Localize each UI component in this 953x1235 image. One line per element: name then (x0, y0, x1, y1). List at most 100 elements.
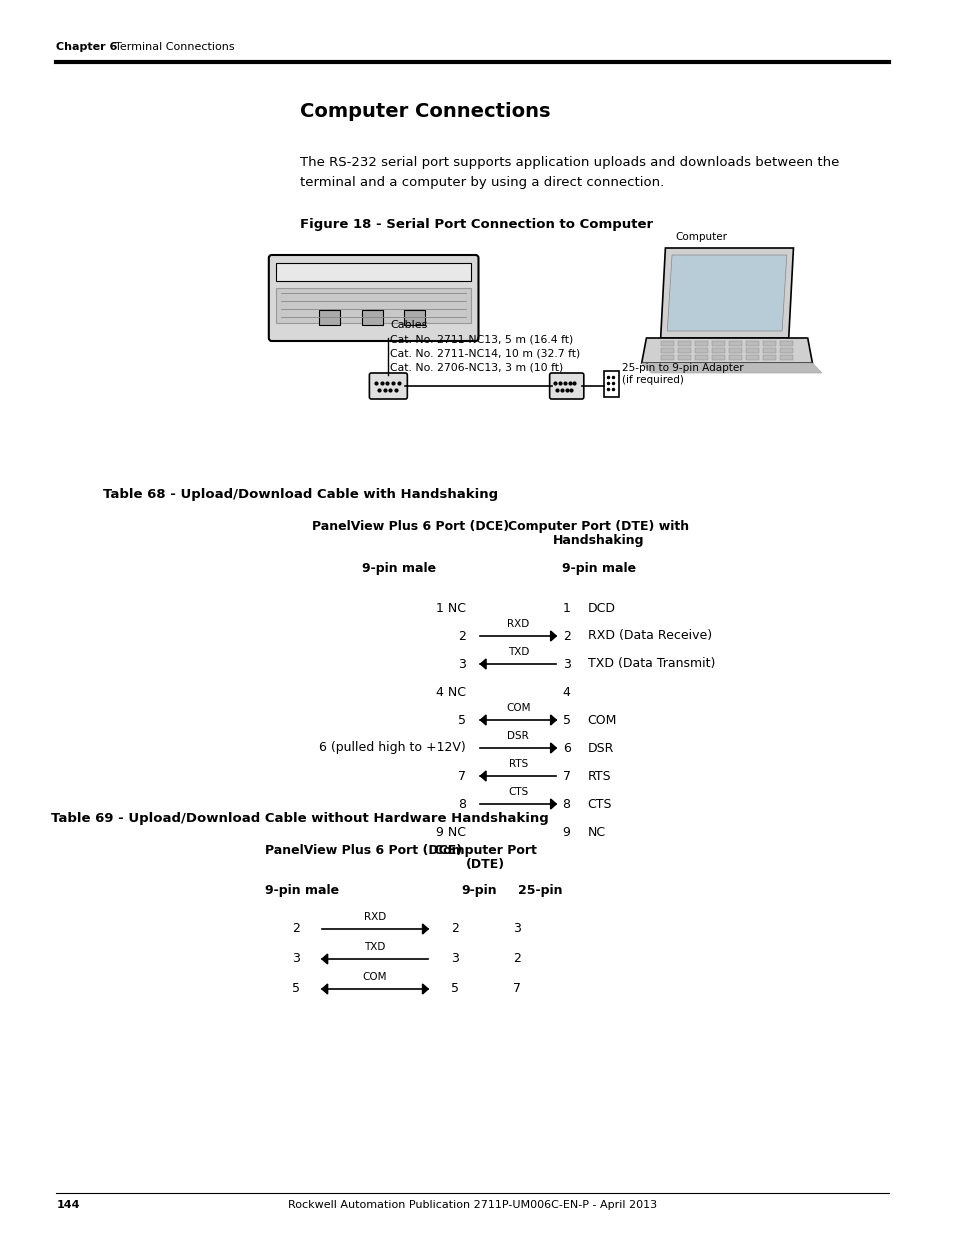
Text: 3: 3 (457, 657, 466, 671)
Bar (694, 354, 707, 359)
Polygon shape (641, 338, 812, 363)
Text: 9: 9 (562, 825, 570, 839)
Bar (762, 341, 776, 346)
Polygon shape (480, 771, 486, 781)
Text: Computer Port: Computer Port (434, 844, 536, 857)
Bar (677, 348, 690, 353)
Text: Handshaking: Handshaking (553, 534, 644, 547)
Text: TXD: TXD (364, 942, 385, 952)
Bar (745, 341, 759, 346)
Text: 9-pin male: 9-pin male (561, 562, 636, 576)
Bar (660, 354, 673, 359)
Text: Cat. No. 2706-NC13, 3 m (10 ft): Cat. No. 2706-NC13, 3 m (10 ft) (390, 362, 563, 372)
Text: DSR: DSR (587, 741, 614, 755)
Bar (404, 310, 425, 325)
Text: Chapter 6: Chapter 6 (56, 42, 117, 52)
Text: RXD: RXD (364, 911, 386, 923)
Text: Computer: Computer (674, 232, 726, 242)
Text: Rockwell Automation Publication 2711P-UM006C-EN-P - April 2013: Rockwell Automation Publication 2711P-UM… (288, 1200, 657, 1210)
Text: 1 NC: 1 NC (436, 601, 466, 615)
Bar (361, 310, 382, 325)
Text: 7: 7 (457, 769, 466, 783)
Text: 3: 3 (513, 923, 520, 935)
Text: 9-pin male: 9-pin male (361, 562, 436, 576)
Bar (780, 354, 793, 359)
Text: 25-pin to 9-pin Adapter
(if required): 25-pin to 9-pin Adapter (if required) (621, 363, 742, 384)
Bar (728, 354, 741, 359)
Bar (677, 341, 690, 346)
Text: 7: 7 (562, 769, 570, 783)
Text: Terminal Connections: Terminal Connections (115, 42, 234, 52)
Bar (711, 348, 724, 353)
Text: Cat. No. 2711-NC14, 10 m (32.7 ft): Cat. No. 2711-NC14, 10 m (32.7 ft) (390, 348, 580, 358)
Bar (780, 348, 793, 353)
Text: terminal and a computer by using a direct connection.: terminal and a computer by using a direc… (300, 177, 663, 189)
Polygon shape (422, 924, 428, 934)
Polygon shape (480, 715, 486, 725)
Text: 7: 7 (513, 983, 520, 995)
Text: 2: 2 (562, 630, 570, 642)
Text: COM: COM (362, 972, 387, 982)
Text: COM: COM (587, 714, 617, 726)
Text: CTS: CTS (587, 798, 612, 810)
Bar (318, 310, 339, 325)
Text: 6 (pulled high to +12V): 6 (pulled high to +12V) (319, 741, 466, 755)
Text: Figure 18 - Serial Port Connection to Computer: Figure 18 - Serial Port Connection to Co… (300, 219, 653, 231)
Text: 4: 4 (562, 685, 570, 699)
Bar (694, 348, 707, 353)
Text: 3: 3 (562, 657, 570, 671)
Text: TXD: TXD (507, 647, 529, 657)
Text: 9-pin male: 9-pin male (265, 884, 339, 897)
Polygon shape (660, 248, 793, 338)
Text: NC: NC (587, 825, 605, 839)
Text: Cat. No. 2711-NC13, 5 m (16.4 ft): Cat. No. 2711-NC13, 5 m (16.4 ft) (390, 333, 573, 345)
Text: 2: 2 (457, 630, 466, 642)
Text: 5: 5 (562, 714, 570, 726)
Text: The RS-232 serial port supports application uploads and downloads between the: The RS-232 serial port supports applicat… (300, 156, 839, 169)
Text: 8: 8 (457, 798, 466, 810)
Text: Computer Port (DTE) with: Computer Port (DTE) with (508, 520, 689, 534)
Text: 9 NC: 9 NC (436, 825, 466, 839)
Bar (660, 348, 673, 353)
Text: DCD: DCD (587, 601, 615, 615)
FancyBboxPatch shape (549, 373, 583, 399)
Bar (728, 341, 741, 346)
Text: (DTE): (DTE) (465, 858, 504, 871)
Text: Table 69 - Upload/Download Cable without Hardware Handshaking: Table 69 - Upload/Download Cable without… (51, 811, 548, 825)
FancyBboxPatch shape (269, 254, 478, 341)
Text: CTS: CTS (508, 787, 528, 797)
Bar (660, 341, 673, 346)
Text: RXD (Data Receive): RXD (Data Receive) (587, 630, 711, 642)
Text: RTS: RTS (508, 760, 527, 769)
Text: PanelView Plus 6 Port (DCE): PanelView Plus 6 Port (DCE) (265, 844, 461, 857)
Text: Cables: Cables (390, 320, 427, 330)
Polygon shape (550, 799, 556, 809)
Polygon shape (480, 659, 486, 669)
Text: 5: 5 (457, 714, 466, 726)
Bar (728, 348, 741, 353)
Text: 2: 2 (292, 923, 300, 935)
Bar (745, 348, 759, 353)
Bar (677, 354, 690, 359)
Text: 2: 2 (513, 952, 520, 966)
Bar (711, 354, 724, 359)
Text: TXD (Data Transmit): TXD (Data Transmit) (587, 657, 714, 671)
Bar (276, 288, 471, 324)
Polygon shape (641, 363, 821, 373)
Text: RTS: RTS (587, 769, 611, 783)
Polygon shape (550, 715, 556, 725)
Bar (603, 370, 618, 396)
Bar (745, 354, 759, 359)
FancyBboxPatch shape (369, 373, 407, 399)
Text: Table 68 - Upload/Download Cable with Handshaking: Table 68 - Upload/Download Cable with Ha… (103, 488, 497, 501)
Text: 1: 1 (562, 601, 570, 615)
Bar (694, 341, 707, 346)
Text: 5: 5 (292, 983, 300, 995)
Text: DSR: DSR (507, 731, 529, 741)
Text: RXD: RXD (507, 619, 529, 629)
Text: 9-pin: 9-pin (461, 884, 497, 897)
Bar (762, 354, 776, 359)
Polygon shape (550, 743, 556, 753)
Text: 4 NC: 4 NC (436, 685, 466, 699)
Text: 2: 2 (450, 923, 458, 935)
